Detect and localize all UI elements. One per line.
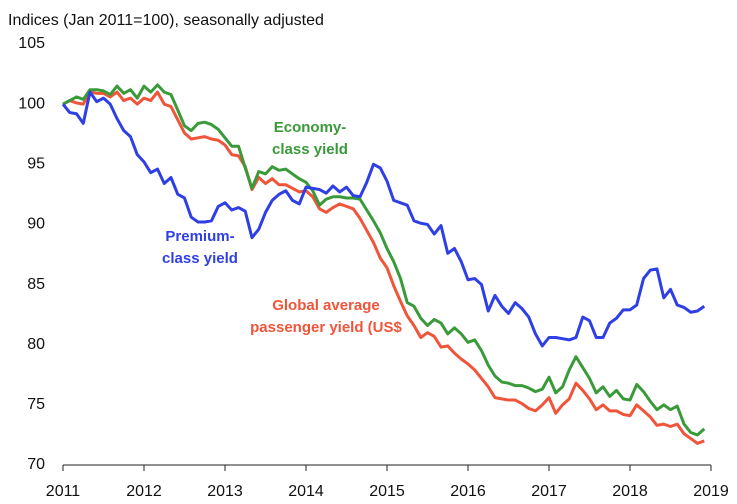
y-tick-label: 100: [18, 95, 45, 112]
y-tick-label: 105: [18, 35, 45, 52]
y-tick-label: 70: [27, 456, 45, 473]
series-annotation: class yield: [272, 141, 348, 158]
series-annotation: Economy-: [274, 119, 347, 136]
series-annotation: Global average: [272, 297, 380, 314]
series-line: [62, 90, 705, 445]
y-tick-label: 90: [27, 216, 45, 233]
series-annotation: Premium-: [165, 228, 234, 245]
series-annotation: passenger yield (US$: [250, 319, 402, 336]
series-line: [62, 83, 706, 437]
x-tick-label: 2013: [207, 483, 243, 500]
series-line: [61, 90, 706, 348]
y-tick-label: 95: [27, 156, 45, 173]
x-tick-label: 2012: [126, 483, 162, 500]
y-tick-label: 75: [27, 396, 45, 413]
y-tick-label: 85: [27, 276, 45, 293]
series-annotation: class yield: [162, 250, 238, 267]
x-tick-label: 2017: [531, 483, 567, 500]
y-tick-label: 80: [27, 336, 45, 353]
x-tick-label: 2014: [288, 483, 324, 500]
x-tick-label: 2015: [369, 483, 405, 500]
x-tick-label: 2019: [693, 483, 729, 500]
x-tick-label: 2018: [612, 483, 648, 500]
chart-title: Indices (Jan 2011=100), seasonally adjus…: [8, 12, 324, 29]
x-tick-label: 2011: [46, 483, 81, 500]
x-tick-label: 2016: [450, 483, 486, 500]
